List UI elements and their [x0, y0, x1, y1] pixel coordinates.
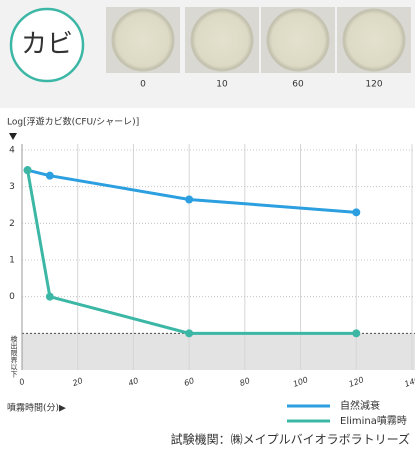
below-limit-area	[22, 333, 415, 370]
x-tick-label: 60	[183, 376, 196, 388]
x-tick-label: 120	[348, 375, 365, 389]
footer: 試験機関：㈱メイプルバイオラボラトリーズ	[171, 432, 410, 447]
point	[185, 329, 194, 338]
series-line	[27, 168, 357, 214]
legend-label: Elimina噴霧時	[340, 415, 407, 427]
y-label: Log[浮遊カビ数(CFU/シャーレ)]	[7, 116, 139, 128]
dish	[266, 8, 330, 72]
x-tick-label: 100	[292, 375, 309, 389]
x-label: 噴霧時間(分)▶	[7, 402, 66, 414]
y-tick-label: 3	[9, 182, 15, 192]
x-tick-label: 140	[403, 375, 415, 389]
limit-annotation: 検出限界以下	[10, 334, 18, 378]
dish-label: 60	[292, 80, 304, 90]
y-tick-label: 0	[9, 292, 15, 302]
legend-label: 自然減衰	[340, 399, 380, 412]
x-tick-label: 40	[127, 376, 140, 388]
dish-label: 10	[216, 80, 228, 90]
x-tick-label: 20	[71, 376, 84, 388]
dish-label: 0	[140, 80, 146, 90]
dish	[190, 8, 254, 72]
y-tick-label: 1	[9, 256, 15, 266]
dish-label: 120	[365, 80, 382, 90]
point	[45, 292, 54, 301]
point	[23, 166, 32, 175]
badge	[9, 7, 85, 83]
y-tick-label: 2	[9, 219, 15, 229]
dish	[111, 8, 175, 72]
x-tick-label: 0	[18, 377, 26, 387]
badge-text: カビ	[21, 30, 73, 60]
y-arrow	[9, 133, 17, 140]
x-tick-label: 80	[239, 376, 252, 388]
series-line	[26, 169, 357, 335]
point	[185, 195, 194, 204]
point	[352, 208, 361, 217]
point	[45, 171, 54, 180]
dish	[342, 8, 406, 72]
y-tick-label: 4	[9, 146, 15, 156]
point	[352, 329, 361, 338]
